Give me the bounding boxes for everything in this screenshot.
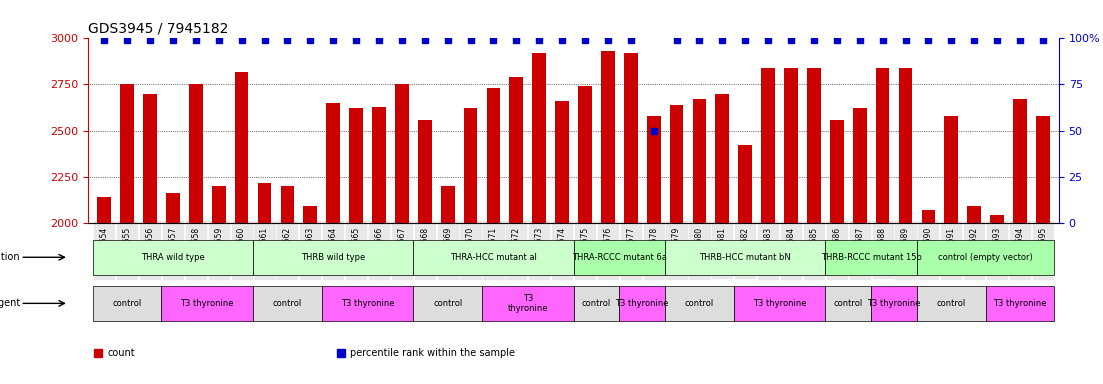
Bar	[418, 119, 431, 384]
Text: control: control	[433, 299, 462, 308]
FancyBboxPatch shape	[825, 240, 917, 275]
FancyBboxPatch shape	[93, 240, 253, 275]
FancyBboxPatch shape	[482, 286, 574, 321]
Text: control (empty vector): control (empty vector)	[939, 253, 1034, 262]
Text: agent: agent	[0, 298, 20, 308]
Bar	[350, 108, 363, 384]
Text: control: control	[936, 299, 966, 308]
Bar	[646, 116, 661, 384]
Bar	[167, 193, 180, 384]
FancyBboxPatch shape	[620, 286, 665, 321]
Bar	[97, 197, 111, 384]
Bar	[670, 105, 684, 384]
Text: control: control	[272, 299, 302, 308]
Bar	[1036, 116, 1050, 384]
Bar	[303, 206, 318, 384]
Text: THRA wild type: THRA wild type	[141, 253, 205, 262]
Bar	[280, 186, 295, 384]
FancyBboxPatch shape	[322, 286, 414, 321]
FancyBboxPatch shape	[414, 240, 574, 275]
Bar	[578, 86, 592, 384]
FancyBboxPatch shape	[253, 286, 322, 321]
Bar	[533, 53, 546, 384]
Bar	[395, 84, 409, 384]
Bar	[326, 103, 340, 384]
FancyBboxPatch shape	[253, 240, 414, 275]
FancyBboxPatch shape	[93, 286, 161, 321]
Text: control: control	[685, 299, 714, 308]
Bar	[716, 94, 729, 384]
Bar	[829, 119, 844, 384]
Bar	[486, 88, 501, 384]
FancyBboxPatch shape	[917, 240, 1054, 275]
Text: T3 thyronine: T3 thyronine	[753, 299, 806, 308]
Bar	[212, 186, 226, 384]
Bar	[601, 51, 614, 384]
FancyBboxPatch shape	[574, 286, 620, 321]
Text: T3 thyronine: T3 thyronine	[867, 299, 921, 308]
Text: THRA-HCC mutant al: THRA-HCC mutant al	[450, 253, 537, 262]
Bar	[189, 84, 203, 384]
FancyBboxPatch shape	[161, 286, 253, 321]
Text: percentile rank within the sample: percentile rank within the sample	[351, 348, 515, 358]
FancyBboxPatch shape	[574, 240, 665, 275]
FancyBboxPatch shape	[917, 286, 986, 321]
Text: count: count	[108, 348, 136, 358]
Text: T3 thyronine: T3 thyronine	[341, 299, 394, 308]
Bar	[876, 68, 889, 384]
Bar	[372, 107, 386, 384]
Text: control: control	[113, 299, 142, 308]
Bar	[921, 210, 935, 384]
Text: T3 thyronine: T3 thyronine	[615, 299, 670, 308]
FancyBboxPatch shape	[871, 286, 917, 321]
Bar	[441, 186, 454, 384]
Text: THRA-RCCC mutant 6a: THRA-RCCC mutant 6a	[572, 253, 667, 262]
Text: genotype/variation: genotype/variation	[0, 252, 20, 262]
Text: GDS3945 / 7945182: GDS3945 / 7945182	[88, 22, 228, 36]
Bar	[624, 53, 638, 384]
Bar	[555, 101, 569, 384]
FancyBboxPatch shape	[733, 286, 825, 321]
Text: T3 thyronine: T3 thyronine	[181, 299, 234, 308]
Bar	[143, 94, 157, 384]
Bar	[853, 108, 867, 384]
Text: THRB-RCCC mutant 15b: THRB-RCCC mutant 15b	[821, 253, 922, 262]
Text: THRB-HCC mutant bN: THRB-HCC mutant bN	[699, 253, 791, 262]
Bar	[967, 206, 981, 384]
Bar	[120, 84, 135, 384]
Bar	[784, 68, 797, 384]
FancyBboxPatch shape	[665, 240, 825, 275]
Bar	[258, 183, 271, 384]
Bar	[235, 71, 248, 384]
Bar	[807, 68, 821, 384]
Bar	[510, 77, 523, 384]
Bar	[693, 99, 706, 384]
FancyBboxPatch shape	[986, 286, 1054, 321]
FancyBboxPatch shape	[665, 286, 733, 321]
Bar	[990, 215, 1004, 384]
FancyBboxPatch shape	[825, 286, 871, 321]
Bar	[463, 108, 478, 384]
Bar	[944, 116, 959, 384]
Bar	[899, 68, 912, 384]
Text: THRB wild type: THRB wild type	[301, 253, 365, 262]
Text: T3
thyronine: T3 thyronine	[507, 294, 548, 313]
Bar	[1013, 99, 1027, 384]
Text: control: control	[834, 299, 863, 308]
Text: T3 thyronine: T3 thyronine	[993, 299, 1047, 308]
Bar	[761, 68, 775, 384]
Text: control: control	[581, 299, 611, 308]
FancyBboxPatch shape	[414, 286, 482, 321]
Bar	[738, 145, 752, 384]
